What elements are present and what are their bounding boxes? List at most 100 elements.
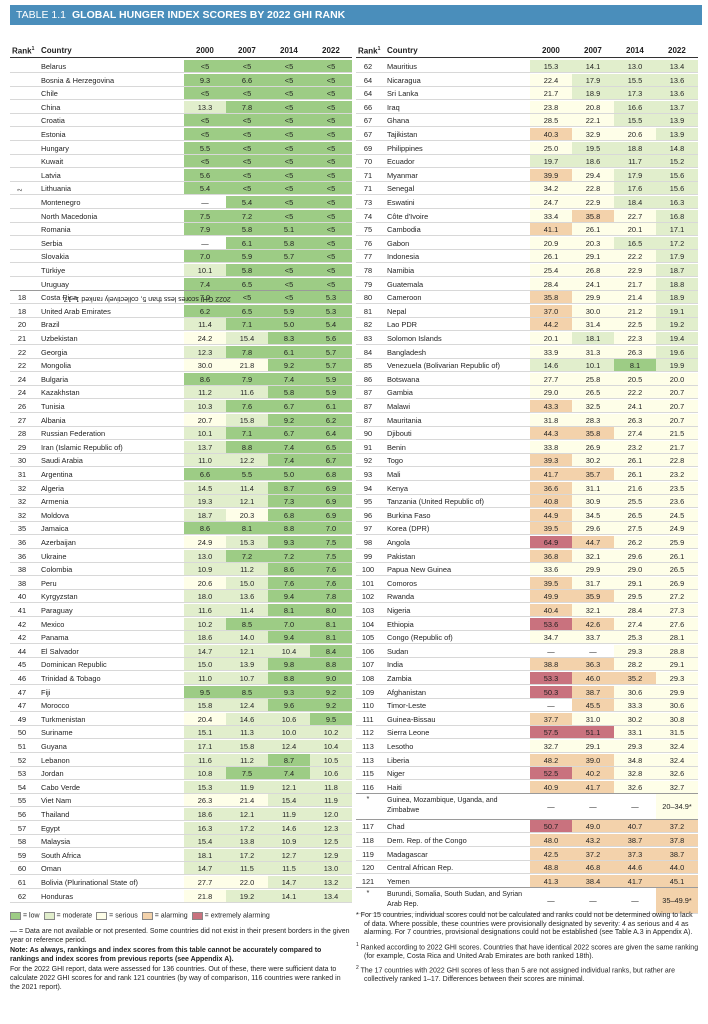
score-cell: 27.5 [614, 522, 656, 535]
score-cell: 7.2 [268, 549, 310, 562]
country-cell: Liberia [387, 755, 410, 765]
country-cell: Indonesia [387, 252, 420, 262]
rank-cell: 60 [17, 864, 27, 874]
score-cell: 6.9 [310, 495, 352, 508]
score-cell: 38.4 [572, 874, 614, 887]
table-row: 101 Comoros 39.5 31.7 29.1 26.9 [356, 576, 698, 590]
rank-cell: 104 [361, 619, 375, 629]
score-cell: 17.2 [226, 848, 268, 861]
score-cell: 6.7 [268, 400, 310, 412]
table-row: 29 Iran (Islamic Republic of) 13.7 8.8 7.4 6.… [10, 440, 352, 454]
score-cell: 29.9 [656, 685, 698, 698]
table-row: 26 Tunisia 10.3 7.6 6.7 6.1 [10, 400, 352, 413]
score-cell: 30.2 [572, 454, 614, 467]
score-cell: — [547, 896, 555, 906]
table-row: 38 Peru 20.6 15.0 7.6 7.6 [10, 576, 352, 590]
score-cell: 5.5 [226, 468, 268, 480]
score-cell: — [201, 238, 209, 248]
score-cell: 11.4 [184, 318, 226, 331]
score-cell: 19.7 [530, 155, 572, 168]
table-row: 58 Malaysia 15.4 13.8 10.9 12.5 [10, 835, 352, 849]
table-row: 51 Guyana 17.1 15.8 12.4 10.4 [10, 740, 352, 753]
score-cell: 5.7 [310, 359, 352, 372]
rank-header-sup: 1 [31, 46, 35, 52]
score-cell: 33.3 [614, 699, 656, 712]
table-row: 62 Honduras 21.8 19.2 14.1 13.4 [10, 889, 352, 903]
rank-cell: 18 [17, 293, 27, 303]
score-cell: 10.9 [184, 563, 226, 576]
rank-cell: 113 [362, 755, 374, 765]
score-cell: 17.6 [614, 182, 656, 195]
score-cell: 29.3 [656, 672, 698, 684]
score-cell: 31.8 [530, 413, 572, 426]
score-cell: 20.5 [614, 372, 656, 385]
score-cell: 25.5 [614, 495, 656, 508]
score-cell: 20–34.9* [656, 794, 698, 820]
rank-cell: 74 [363, 211, 373, 221]
score-cell: 33.7 [572, 631, 614, 644]
legend-swatch [10, 912, 21, 920]
score-cell: 28.2 [614, 658, 656, 671]
score-cell: <5 [310, 196, 352, 208]
score-cell: 48.8 [530, 861, 572, 874]
score-cell: 11.3 [226, 726, 268, 739]
score-cell: 11.2 [226, 753, 268, 766]
score-cell: 15.3 [530, 60, 572, 72]
score-cell: 32.1 [572, 604, 614, 616]
legend-swatch [43, 912, 55, 920]
rank-cell: 67 [363, 130, 373, 139]
country-cell: Iraq [387, 102, 400, 112]
score-cell: 28.4 [530, 277, 572, 290]
score-cell: 41.3 [530, 874, 572, 887]
country-cell: Thailand [41, 810, 70, 819]
score-cell: 8.6 [184, 522, 226, 535]
score-cell: 31.0 [572, 712, 614, 725]
table-row: 98 Angola 64.9 44.7 26.2 25.9 [356, 536, 698, 549]
table-row: 85 Venezuela (Bolivarian Republic of) 14.6… [356, 359, 698, 373]
country-cell: Paraguay [41, 606, 73, 615]
score-cell: 15.0 [184, 658, 226, 671]
score-cell: 24.9 [184, 536, 226, 548]
country-cell: Guinea-Bissau [387, 714, 436, 724]
country-cell: India [387, 660, 404, 670]
score-cell: 26.5 [656, 563, 698, 576]
score-cell: 21.6 [614, 481, 656, 494]
score-cell: 11.9 [268, 808, 310, 820]
score-cell: 26.2 [614, 536, 656, 548]
table-row: 22 Georgia 12.3 7.8 6.1 5.7 [10, 345, 352, 359]
country-cell: Myanmar [387, 170, 418, 180]
score-cell: 39.9 [530, 168, 572, 181]
footnote-one-text: Ranked according to 2022 GHI scores. Cou… [360, 944, 699, 960]
country-cell: Senegal [387, 184, 415, 194]
score-cell: 15.3 [184, 780, 226, 793]
rank-cell: 38 [17, 578, 27, 588]
score-cell: 11.5 [226, 862, 268, 875]
score-cell: 7.2 [226, 209, 268, 222]
score-cell: 48.0 [530, 834, 572, 846]
table-row: China 13.3 7.8 <5 <5 [10, 100, 352, 114]
score-cell: 6.6 [184, 468, 226, 480]
score-cell: 8.0 [310, 604, 352, 616]
country-cell: Algeria [41, 483, 65, 493]
country-cell: Panama [41, 633, 69, 643]
country-cell: Papua New Guinea [387, 565, 452, 575]
country-cell: Venezuela (Bolivarian Republic of) [387, 361, 500, 371]
score-cell: 31.1 [572, 481, 614, 494]
footnotes-left: — = Data are not available or not presen… [10, 928, 350, 994]
score-cell: 17.9 [614, 168, 656, 181]
country-cell: Mali [387, 470, 401, 479]
rank-cell: 31 [17, 470, 27, 479]
table-row: 50 Suriname 15.1 11.3 10.0 10.2 [10, 726, 352, 740]
score-cell: <5 [226, 60, 268, 72]
rank-cell: 58 [17, 837, 27, 847]
score-cell: 11.9 [226, 780, 268, 793]
table-row: 71 Senegal 34.2 22.8 17.6 15.6 [356, 182, 698, 196]
score-cell: 13.4 [656, 60, 698, 72]
country-cell: Viet Nam [41, 796, 72, 806]
footnote-note: Note: As always, rankings and index scor… [10, 947, 322, 963]
score-cell: 15.4 [184, 835, 226, 848]
score-cell: 10.3 [184, 400, 226, 412]
score-cell: 24.5 [656, 508, 698, 521]
table-row: 62 Mauritius 15.3 14.1 13.0 13.4 [356, 60, 698, 73]
country-cell: Honduras [41, 891, 74, 901]
